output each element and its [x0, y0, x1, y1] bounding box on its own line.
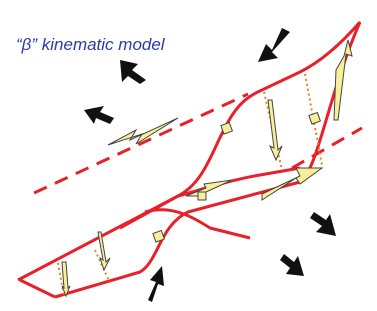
slip-arrow [98, 232, 110, 270]
stress-arrow [148, 266, 164, 302]
diagram-title: “β” kinematic model [16, 35, 166, 54]
fault-strand [20, 280, 55, 297]
stress-arrow [310, 212, 336, 236]
stress-arrow [258, 28, 290, 62]
stress-arrow [280, 254, 304, 276]
slip-arrow [268, 100, 282, 160]
dashed-trace [292, 128, 362, 168]
slip-arrow [186, 180, 232, 196]
slip-arrow [62, 262, 70, 296]
stress-arrow [84, 106, 114, 124]
block-marker [198, 192, 206, 200]
block-marker [309, 113, 321, 125]
slip-arrow [334, 40, 352, 120]
fault-strand [120, 168, 300, 238]
diagram: “β” kinematic model [0, 0, 377, 311]
stress-arrow [120, 60, 146, 84]
fault-strand [18, 22, 360, 280]
